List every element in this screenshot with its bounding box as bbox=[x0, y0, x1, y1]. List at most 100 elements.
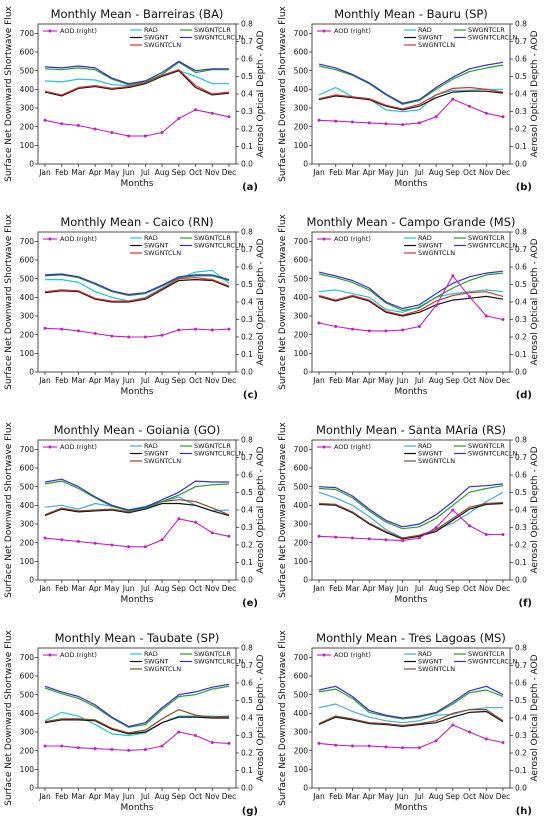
y-tick-label: 0 bbox=[29, 368, 34, 377]
aod-point bbox=[93, 541, 97, 545]
aod-point bbox=[160, 131, 164, 134]
series-line-swgnt bbox=[44, 502, 230, 517]
x-tick-label: Sep bbox=[446, 792, 460, 801]
y-right-tick-label: 0.4 bbox=[515, 714, 527, 723]
aod-point bbox=[110, 748, 114, 751]
aod-point bbox=[401, 328, 405, 332]
aod-point bbox=[143, 545, 147, 549]
y-axis-label: Surface Net Downward Shortwave Flux bbox=[4, 213, 14, 389]
y-tick-label: 400 bbox=[20, 709, 35, 718]
x-tick-label: May bbox=[378, 792, 394, 801]
series-line-swgntcln bbox=[44, 708, 230, 734]
x-tick-label: Jun bbox=[122, 168, 135, 177]
aod-point bbox=[350, 120, 354, 124]
aod-point bbox=[367, 329, 371, 333]
y-right-tick-label: 0.6 bbox=[241, 679, 253, 688]
x-tick-label: Nov bbox=[205, 584, 220, 593]
x-axis-label: Months bbox=[121, 179, 154, 189]
y-right-axis-label: Aerosol Optical Depth - AOD bbox=[256, 446, 266, 573]
x-tick-label: Sep bbox=[172, 584, 186, 593]
y-right-axis-label: Aerosol Optical Depth - AOD bbox=[530, 446, 540, 573]
x-tick-label: Mar bbox=[71, 376, 86, 385]
legend-label: SWGNT bbox=[418, 242, 442, 250]
legend-label-aod: AOD (right) bbox=[60, 235, 97, 243]
x-tick-label: Sep bbox=[446, 584, 460, 593]
y-axis-label: Surface Net Downward Shortwave Flux bbox=[278, 213, 288, 389]
series-line-swgnt bbox=[44, 70, 230, 97]
aod-point bbox=[127, 335, 131, 339]
series-line-swgntclr bbox=[44, 685, 230, 728]
aod-point bbox=[93, 747, 97, 751]
y-right-tick-label: 0.3 bbox=[515, 107, 527, 116]
series-line-swgntclrcln bbox=[318, 685, 504, 719]
x-tick-label: Jan bbox=[38, 168, 51, 177]
series-line-swgntcln bbox=[318, 501, 504, 539]
x-tick-label: Sep bbox=[172, 376, 186, 385]
legend-label-aod: AOD (right) bbox=[334, 27, 371, 35]
panel-label: (f) bbox=[519, 598, 533, 609]
y-tick-label: 200 bbox=[294, 538, 309, 547]
x-tick-label: Nov bbox=[205, 376, 220, 385]
series-line-rad bbox=[318, 491, 504, 539]
x-tick-label: Feb bbox=[55, 584, 69, 593]
x-tick-label: Dec bbox=[496, 584, 511, 593]
aod-point bbox=[143, 748, 147, 751]
aod-point bbox=[451, 97, 455, 101]
legend-label: SWGNTCLN bbox=[418, 41, 455, 49]
x-tick-label: Sep bbox=[446, 168, 460, 177]
y-right-tick-label: 0.2 bbox=[515, 749, 527, 758]
aod-point bbox=[227, 534, 231, 538]
y-right-tick-label: 0.5 bbox=[515, 488, 527, 497]
x-tick-label: Feb bbox=[329, 168, 343, 177]
x-tick-label: Mar bbox=[71, 584, 86, 593]
series-line-swgntcln bbox=[318, 86, 504, 110]
y-right-tick-label: 0.1 bbox=[241, 558, 253, 567]
x-tick-label: Feb bbox=[329, 792, 343, 801]
y-right-tick-label: 0.4 bbox=[515, 506, 527, 515]
series-line-aod bbox=[44, 518, 230, 548]
aod-point bbox=[501, 318, 505, 321]
aod-point bbox=[317, 741, 321, 745]
y-tick-label: 100 bbox=[20, 349, 35, 358]
legend-marker-aod bbox=[322, 237, 326, 241]
x-tick-label: Mar bbox=[345, 376, 360, 385]
y-right-tick-label: 0.5 bbox=[241, 72, 253, 81]
legend-label: SWGNTCLRCLN bbox=[194, 658, 244, 666]
x-tick-label: Feb bbox=[55, 168, 69, 177]
y-right-axis-label: Aerosol Optical Depth - AOD bbox=[256, 238, 266, 365]
y-tick-label: 100 bbox=[294, 765, 309, 774]
aod-point bbox=[417, 536, 421, 540]
series-line-swgntclr bbox=[318, 272, 504, 311]
legend-label: SWGNTCLR bbox=[194, 442, 231, 450]
x-tick-label: Aug bbox=[155, 168, 170, 177]
aod-point bbox=[177, 517, 181, 521]
x-tick-label: Aug bbox=[155, 584, 170, 593]
y-right-tick-label: 0.1 bbox=[241, 142, 253, 151]
aod-point bbox=[434, 304, 438, 307]
y-right-tick-label: 0.5 bbox=[241, 280, 253, 289]
legend-label: SWGNTCLRCLN bbox=[468, 658, 518, 666]
aod-point bbox=[317, 118, 321, 122]
legend-marker-aod bbox=[322, 445, 326, 449]
y-tick-label: 300 bbox=[20, 728, 35, 737]
legend-label: RAD bbox=[418, 234, 432, 242]
aod-point bbox=[143, 335, 147, 339]
legend-marker-aod bbox=[48, 445, 52, 449]
legend-label: SWGNT bbox=[418, 34, 442, 42]
aod-point bbox=[501, 533, 505, 536]
y-tick-label: 700 bbox=[294, 445, 309, 454]
x-tick-label: Jul bbox=[414, 792, 424, 801]
x-tick-label: Jan bbox=[38, 376, 51, 385]
aod-point bbox=[401, 746, 405, 750]
aod-point bbox=[210, 328, 214, 332]
x-tick-label: Mar bbox=[71, 168, 86, 177]
aod-point bbox=[367, 121, 371, 125]
y-tick-label: 400 bbox=[20, 501, 35, 510]
y-tick-label: 500 bbox=[294, 274, 309, 283]
series-line-swgnt bbox=[318, 295, 504, 317]
y-right-tick-label: 0.6 bbox=[241, 471, 253, 480]
y-right-tick-label: 0.2 bbox=[515, 125, 527, 134]
x-tick-label: Apr bbox=[89, 584, 103, 593]
x-tick-label: Aug bbox=[155, 792, 170, 801]
